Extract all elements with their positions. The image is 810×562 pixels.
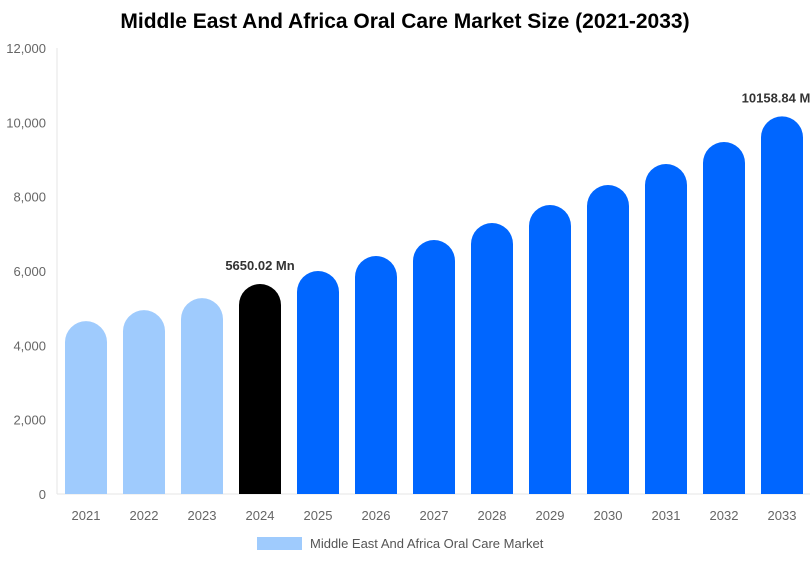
bar-2021 bbox=[65, 321, 107, 494]
bar-2028 bbox=[471, 223, 513, 495]
y-tick-label: 0 bbox=[39, 487, 46, 502]
bar-2024 bbox=[239, 284, 281, 494]
y-tick-label: 2,000 bbox=[13, 413, 46, 428]
bar-2026 bbox=[355, 256, 397, 494]
bar-2025 bbox=[297, 271, 339, 494]
y-tick-label: 4,000 bbox=[13, 338, 46, 353]
x-tick-label: 2033 bbox=[768, 508, 797, 523]
y-tick-label: 12,000 bbox=[6, 41, 46, 56]
data-label: 5650.02 Mn bbox=[225, 258, 294, 273]
legend-label: Middle East And Africa Oral Care Market bbox=[310, 536, 544, 551]
chart-title: Middle East And Africa Oral Care Market … bbox=[120, 10, 690, 33]
data-label: 10158.84 M bbox=[742, 90, 810, 105]
x-tick-label: 2022 bbox=[130, 508, 159, 523]
x-tick-label: 2023 bbox=[188, 508, 217, 523]
bar-2033 bbox=[761, 116, 803, 494]
bar-2029 bbox=[529, 205, 571, 494]
x-tick-label: 2029 bbox=[536, 508, 565, 523]
bar-2032 bbox=[703, 142, 745, 494]
y-tick-label: 8,000 bbox=[13, 190, 46, 205]
legend-swatch bbox=[257, 537, 302, 550]
legend[interactable]: Middle East And Africa Oral Care Market bbox=[257, 536, 543, 551]
bar-2027 bbox=[413, 240, 455, 494]
x-tick-label: 2030 bbox=[594, 508, 623, 523]
bar-2022 bbox=[123, 310, 165, 494]
y-tick-label: 6,000 bbox=[13, 264, 46, 279]
x-tick-label: 2024 bbox=[246, 508, 275, 523]
y-tick-label: 10,000 bbox=[6, 115, 46, 130]
x-tick-label: 2028 bbox=[478, 508, 507, 523]
bar-2030 bbox=[587, 185, 629, 494]
bar-2031 bbox=[645, 164, 687, 494]
x-tick-label: 2032 bbox=[710, 508, 739, 523]
x-tick-label: 2025 bbox=[304, 508, 333, 523]
x-tick-label: 2027 bbox=[420, 508, 449, 523]
x-tick-label: 2026 bbox=[362, 508, 391, 523]
x-tick-label: 2021 bbox=[72, 508, 101, 523]
bar-2023 bbox=[181, 298, 223, 494]
x-tick-label: 2031 bbox=[652, 508, 681, 523]
